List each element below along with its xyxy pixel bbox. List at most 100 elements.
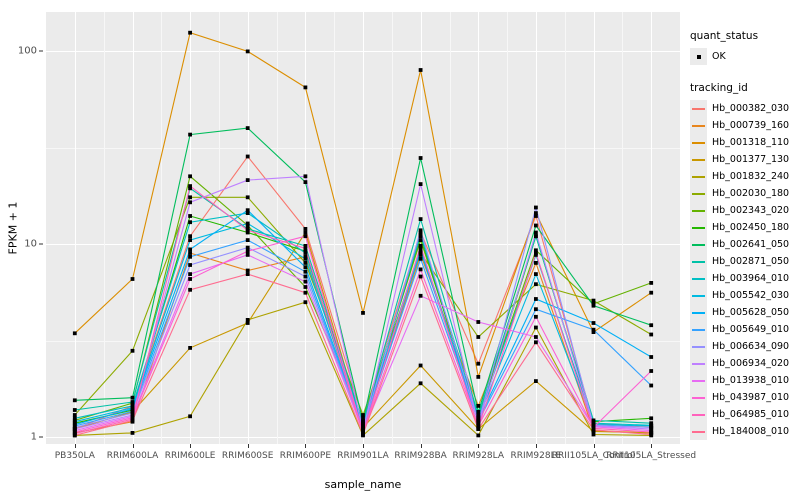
legend-item-label: Hb_001318_110: [712, 137, 790, 148]
series-point: [476, 404, 481, 408]
legend-line-swatch-icon: [690, 168, 707, 185]
x-axis-tick-label: RRII105LA_Stressed: [606, 451, 697, 461]
series-point: [188, 30, 192, 35]
series-point: [130, 400, 135, 404]
legend-item[interactable]: Hb_006634_090: [690, 338, 789, 355]
legend-item[interactable]: Hb_002450_180: [690, 219, 789, 236]
series-point: [130, 395, 135, 400]
legend-item-label: Hb_005542_030: [712, 290, 790, 301]
legend-line-swatch-icon: [690, 406, 707, 423]
x-axis-tick-mark: [535, 444, 537, 448]
series-point: [418, 363, 423, 368]
series-point: [361, 421, 365, 426]
series-point: [130, 348, 135, 353]
series-point: [649, 430, 654, 434]
series-point: [245, 195, 250, 200]
series-point: [361, 311, 365, 315]
gridline-vertical-minor: [103, 12, 105, 444]
x-axis-tick-label: RRIM928BA: [394, 451, 447, 461]
series-point: [418, 68, 423, 72]
series-point: [72, 408, 77, 412]
gridline-vertical-minor: [161, 12, 163, 444]
legend-item[interactable]: Hb_000382_030: [690, 100, 789, 117]
series-point: [534, 261, 538, 265]
legend-line-swatch-icon: [690, 236, 707, 253]
series-line: [74, 254, 652, 433]
x-axis-tick-label: PB350LA: [54, 451, 95, 461]
legend-item[interactable]: Hb_002641_050: [690, 236, 789, 253]
series-point: [476, 413, 481, 417]
gridline-vertical-major: [651, 12, 653, 444]
legend-item[interactable]: Hb_043987_010: [690, 389, 789, 406]
plot-panel: [46, 12, 680, 444]
series-point: [188, 251, 192, 255]
series-point: [476, 335, 481, 339]
series-point: [245, 253, 250, 257]
series-point: [245, 238, 250, 242]
series-point: [130, 406, 135, 411]
series-point: [188, 220, 192, 225]
legend-item[interactable]: OK: [690, 48, 758, 65]
legend-item[interactable]: Hb_002343_020: [690, 202, 789, 219]
series-point: [591, 418, 596, 423]
gridline-vertical-major: [593, 12, 595, 444]
series-point: [188, 247, 192, 252]
legend-item[interactable]: Hb_005542_030: [690, 287, 789, 304]
series-point: [245, 230, 250, 235]
series-point: [245, 49, 250, 54]
gridline-vertical-major: [363, 12, 364, 444]
x-axis-tick-label: RRII105LA_Control: [551, 451, 636, 461]
x-axis-tick-label: RRIM928LE: [510, 451, 562, 461]
legend-item-label: Hb_184008_010: [712, 426, 790, 437]
series-point: [534, 307, 538, 312]
series-point: [245, 272, 250, 276]
legend-item-label: Hb_002030_180: [712, 188, 790, 199]
series-point: [649, 332, 654, 337]
series-point: [476, 320, 481, 324]
legend-quant-status: quant_status OK: [690, 30, 758, 65]
legend-tracking-id-title: tracking_id: [690, 82, 748, 94]
legend-item[interactable]: Hb_064985_010: [690, 406, 789, 423]
series-point: [303, 251, 308, 255]
legend-item[interactable]: Hb_005628_050: [690, 304, 789, 321]
legend-item[interactable]: Hb_005649_010: [690, 321, 789, 338]
series-point: [188, 254, 192, 259]
series-point: [303, 227, 308, 231]
legend-item[interactable]: Hb_002871_050: [690, 253, 789, 270]
legend-line-swatch-icon: [690, 389, 707, 406]
legend-item[interactable]: Hb_002030_180: [690, 185, 789, 202]
legend-item[interactable]: Hb_013938_010: [690, 372, 789, 389]
series-point: [534, 223, 538, 228]
legend-quant-status-title: quant_status: [690, 30, 759, 42]
y-axis-title: FPKM + 1: [6, 201, 20, 255]
legend-item-label: OK: [712, 51, 726, 62]
series-point: [130, 418, 135, 423]
series-point: [534, 234, 538, 239]
legend-item[interactable]: Hb_001318_110: [690, 134, 789, 151]
series-point: [188, 263, 192, 267]
series-point: [591, 327, 596, 332]
series-point: [649, 355, 654, 359]
series-point: [188, 238, 192, 242]
x-axis: PB350LA RRIM600LA RRIM600LE RRIM600SE RRIM60…: [46, 444, 696, 470]
legend-item[interactable]: Hb_001832_240: [690, 168, 789, 185]
x-axis-tick-label: RRIM600SE: [221, 451, 274, 461]
legend-line-swatch-icon: [690, 219, 707, 236]
series-point: [418, 217, 423, 221]
legend-item[interactable]: Hb_184008_010: [690, 423, 789, 440]
series-point: [188, 414, 192, 419]
legend-item[interactable]: Hb_000739_160: [690, 117, 789, 134]
series-point: [591, 298, 596, 303]
series-point: [534, 272, 538, 276]
legend-item[interactable]: Hb_006934_020: [690, 355, 789, 372]
series-point: [245, 228, 250, 233]
series-point: [591, 303, 596, 308]
series-point: [534, 297, 538, 301]
legend-quant-status-items: OK: [690, 48, 758, 65]
legend-item-label: Hb_002450_180: [712, 222, 790, 233]
legend-item[interactable]: Hb_001377_130: [690, 151, 789, 168]
legend-item[interactable]: Hb_003964_010: [690, 270, 789, 287]
series-point: [72, 419, 77, 424]
series-point: [418, 267, 423, 272]
